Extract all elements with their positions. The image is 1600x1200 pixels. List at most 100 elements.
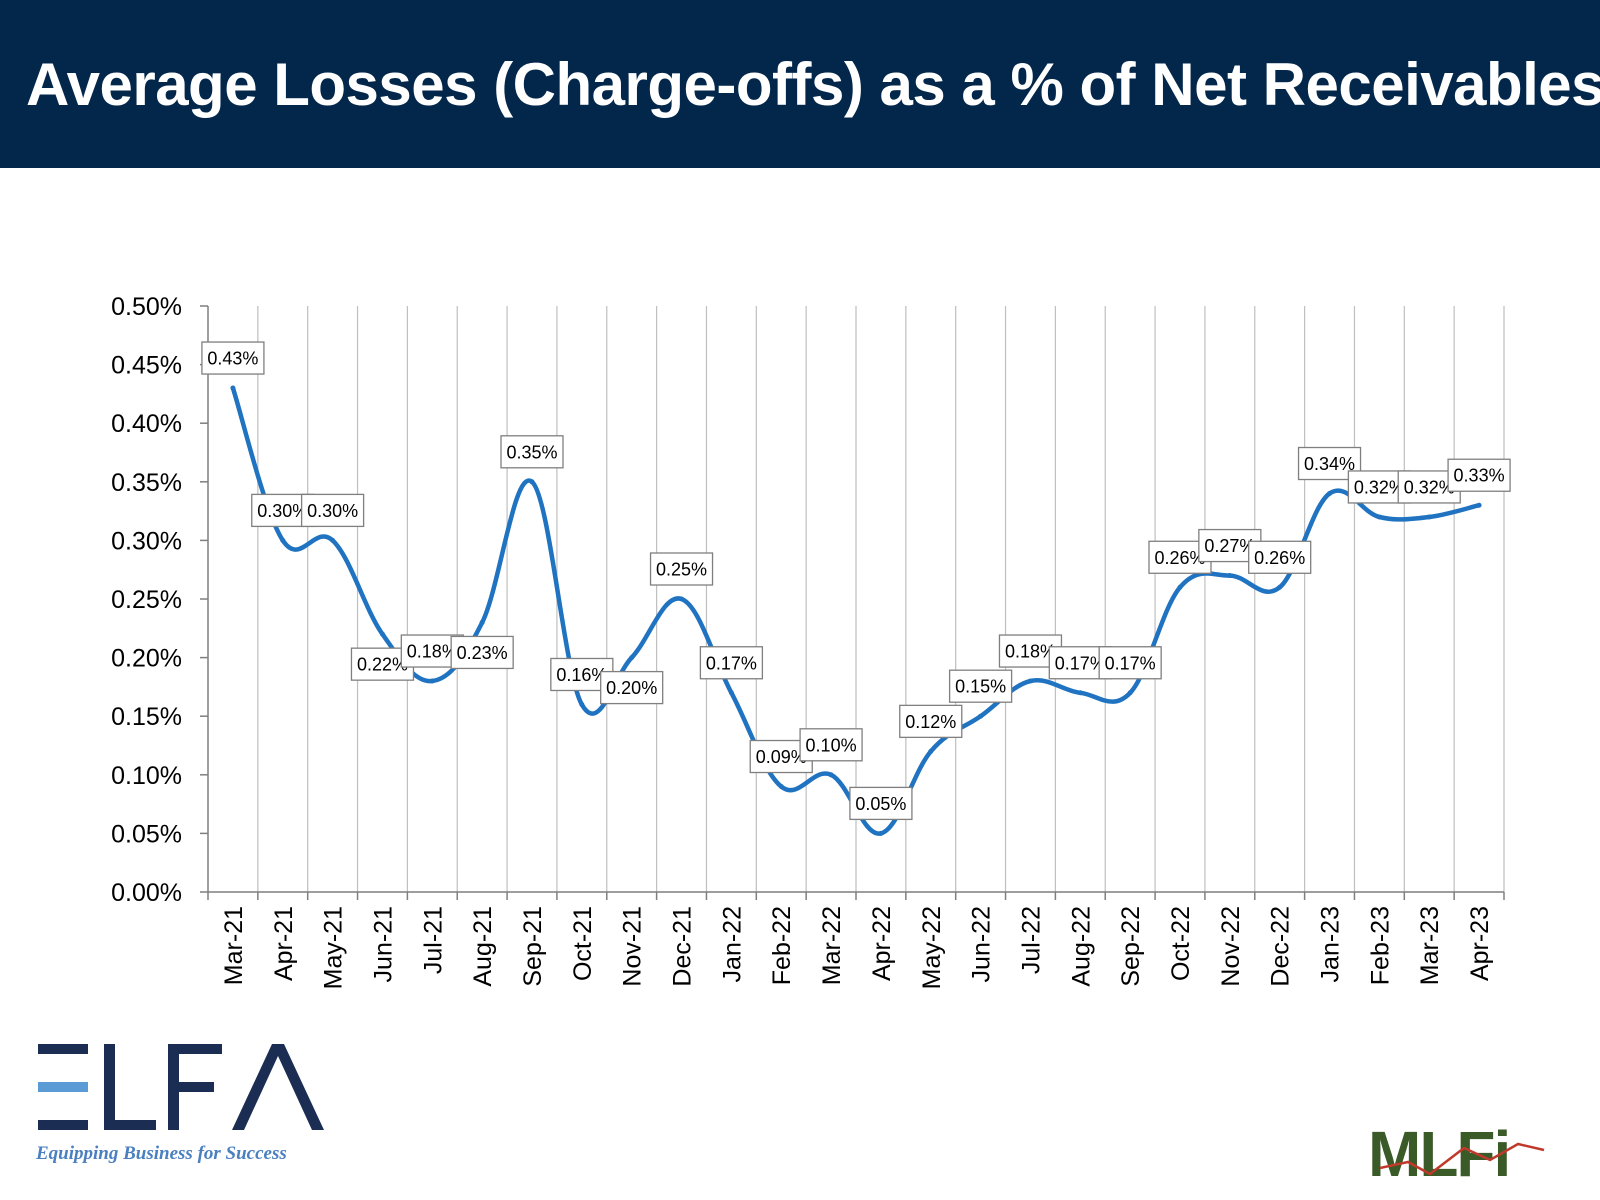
data-label: 0.17% bbox=[1055, 653, 1106, 673]
data-point bbox=[280, 537, 286, 543]
data-point bbox=[1476, 502, 1482, 508]
y-tick-label: 0.25% bbox=[111, 586, 182, 614]
data-label: 0.32% bbox=[1404, 477, 1455, 497]
x-tick-label: Sep-21 bbox=[519, 906, 547, 987]
y-tick-label: 0.30% bbox=[111, 527, 182, 555]
data-point bbox=[928, 748, 934, 754]
data-label: 0.17% bbox=[1105, 653, 1156, 673]
x-tick-label: Mar-21 bbox=[220, 906, 248, 985]
x-tick-label: May-21 bbox=[320, 906, 348, 989]
x-tick-label: May-22 bbox=[918, 906, 946, 989]
x-tick-label: Dec-22 bbox=[1267, 906, 1295, 987]
data-label-box bbox=[948, 669, 1013, 703]
x-tick-label: Mar-22 bbox=[818, 906, 846, 985]
data-label-box bbox=[649, 552, 714, 586]
data-point bbox=[679, 596, 685, 602]
data-label-box bbox=[500, 435, 564, 469]
x-tick-label: Apr-21 bbox=[270, 906, 298, 981]
y-tick-label: 0.10% bbox=[111, 762, 182, 790]
x-tick-label: Jul-21 bbox=[419, 906, 447, 974]
data-label: 0.18% bbox=[407, 642, 458, 662]
data-point bbox=[828, 772, 834, 778]
elfa-tagline: Equipping Business for Success bbox=[36, 1143, 287, 1164]
data-point bbox=[330, 537, 336, 543]
data-point bbox=[579, 701, 585, 707]
data-label: 0.05% bbox=[855, 794, 906, 814]
data-point bbox=[1027, 678, 1033, 684]
data-label-box bbox=[450, 635, 514, 670]
y-tick-label: 0.20% bbox=[111, 645, 182, 673]
data-point bbox=[629, 655, 635, 661]
data-label: 0.22% bbox=[357, 655, 408, 675]
x-tick-label: Jan-23 bbox=[1317, 906, 1345, 982]
axis-layer: 0.00% 0.05% 0.10% 0.15% 0.20% 0.25% 0.30% 0.35%… bbox=[111, 293, 1505, 989]
data-label: 0.43% bbox=[207, 349, 258, 369]
data-label: 0.18% bbox=[1005, 642, 1056, 662]
y-tick-label: 0.05% bbox=[111, 820, 182, 848]
data-point bbox=[1376, 514, 1382, 520]
mlfi-logo: MLFi bbox=[1368, 1118, 1545, 1184]
x-tick-label: Oct-21 bbox=[569, 906, 597, 981]
data-label: 0.26% bbox=[1254, 548, 1305, 568]
x-tick-label: Feb-23 bbox=[1366, 906, 1394, 985]
data-label: 0.34% bbox=[1304, 454, 1355, 474]
x-tick-label: Feb-22 bbox=[768, 906, 796, 985]
data-label-layer: 0.43%0.30%0.30%0.22%0.18%0.23%0.35%0.16%… bbox=[201, 341, 1511, 821]
x-tick-label: Aug-21 bbox=[469, 906, 497, 987]
data-label-box bbox=[799, 728, 863, 762]
data-label-box bbox=[1248, 540, 1312, 574]
data-point bbox=[429, 678, 435, 684]
data-label: 0.10% bbox=[806, 735, 857, 755]
x-tick-label: Apr-23 bbox=[1466, 906, 1494, 981]
data-label: 0.32% bbox=[1354, 477, 1405, 497]
data-label-box bbox=[201, 341, 265, 375]
series-layer bbox=[230, 385, 1482, 836]
data-label: 0.26% bbox=[1154, 548, 1205, 568]
data-point bbox=[728, 690, 734, 696]
x-tick-label: Sep-22 bbox=[1117, 906, 1145, 987]
x-tick-label: Jun-22 bbox=[968, 906, 996, 982]
elfa-logo bbox=[38, 1044, 324, 1130]
y-tick-label: 0.45% bbox=[111, 352, 182, 380]
data-label: 0.25% bbox=[656, 560, 707, 580]
data-point bbox=[978, 713, 984, 719]
x-tick-label: Aug-22 bbox=[1067, 906, 1095, 987]
data-point bbox=[230, 385, 236, 391]
data-point bbox=[479, 619, 485, 625]
data-label-box bbox=[1447, 458, 1511, 492]
x-tick-label: Nov-22 bbox=[1217, 906, 1245, 987]
data-label: 0.17% bbox=[706, 653, 757, 673]
data-label-box bbox=[699, 646, 764, 680]
data-point bbox=[1277, 584, 1283, 590]
x-tick-label: Jan-22 bbox=[718, 906, 746, 982]
data-point bbox=[1426, 514, 1432, 520]
data-label: 0.09% bbox=[756, 747, 807, 767]
data-label: 0.20% bbox=[606, 678, 657, 698]
data-label: 0.33% bbox=[1454, 466, 1505, 486]
data-label-box bbox=[899, 704, 963, 739]
data-label: 0.16% bbox=[556, 665, 607, 685]
x-tick-label: Oct-22 bbox=[1167, 906, 1195, 981]
x-tick-label: Nov-21 bbox=[619, 906, 647, 987]
y-tick-label: 0.40% bbox=[111, 410, 182, 438]
svg-text:MLFi: MLFi bbox=[1368, 1118, 1509, 1184]
x-tick-label: Jun-21 bbox=[369, 906, 397, 982]
data-point bbox=[529, 479, 535, 485]
title-banner: Average Losses (Charge-offs) as a % of N… bbox=[0, 0, 1600, 168]
data-label: 0.23% bbox=[457, 643, 508, 663]
data-label-box bbox=[300, 493, 365, 528]
data-label-box bbox=[600, 670, 664, 705]
y-tick-label: 0.15% bbox=[111, 703, 182, 731]
data-point bbox=[878, 830, 884, 836]
data-label: 0.30% bbox=[307, 501, 358, 521]
data-label: 0.15% bbox=[955, 677, 1006, 697]
data-label-box bbox=[1098, 646, 1162, 680]
line-chart: 0.00% 0.05% 0.10% 0.15% 0.20% 0.25% 0.30% 0.35%… bbox=[111, 293, 1511, 989]
x-tick-label: Apr-22 bbox=[868, 906, 896, 981]
data-point bbox=[1227, 573, 1233, 579]
data-point bbox=[1177, 584, 1183, 590]
x-tick-label: Dec-21 bbox=[669, 906, 697, 987]
data-label: 0.12% bbox=[905, 712, 956, 732]
data-point bbox=[1327, 491, 1333, 497]
data-point bbox=[778, 784, 784, 790]
